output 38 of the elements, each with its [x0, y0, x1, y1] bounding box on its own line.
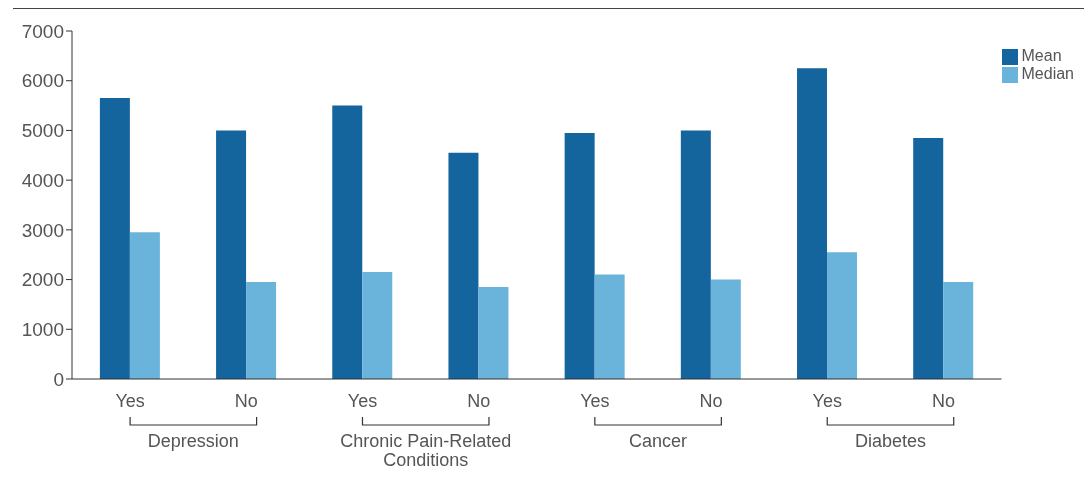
bar — [246, 282, 277, 379]
bar — [827, 252, 858, 379]
y-tick-label: 7000 — [21, 20, 64, 42]
x-tick-label: No — [234, 391, 258, 411]
bar — [594, 274, 625, 379]
x-tick-label: Yes — [812, 391, 842, 411]
bar — [332, 105, 363, 379]
x-tick-label: No — [467, 391, 491, 411]
y-tick-label: 6000 — [21, 70, 64, 92]
x-tick-label: No — [699, 391, 723, 411]
bar — [913, 137, 944, 379]
text: Diabetes — [854, 431, 926, 451]
text: Chronic Pain-Related Conditions — [340, 431, 512, 470]
y-tick-label: 3000 — [21, 219, 64, 241]
legend-label: Mean — [1021, 47, 1062, 64]
bar — [448, 152, 479, 379]
y-tick-label: 0 — [53, 368, 64, 390]
bar — [943, 282, 974, 379]
y-tick-label: 4000 — [21, 169, 64, 191]
bar — [129, 232, 160, 379]
x-tick-label: Yes — [347, 391, 378, 411]
legend-label: Median — [1021, 65, 1074, 82]
text: Depression — [147, 431, 239, 451]
bar — [216, 130, 247, 379]
y-tick-label: 1000 — [21, 319, 64, 341]
bar — [680, 130, 711, 379]
bar — [478, 287, 509, 379]
y-tick-label: 2000 — [21, 269, 64, 291]
x-tick-label: Yes — [115, 391, 145, 411]
bar — [710, 279, 741, 379]
bar — [362, 272, 393, 379]
y-tick-label: 5000 — [21, 120, 64, 142]
bar — [99, 98, 130, 379]
x-tick-label: Yes — [580, 391, 610, 411]
text: Cancer — [629, 431, 688, 451]
x-tick-label: No — [931, 391, 955, 411]
bar — [564, 132, 595, 379]
bar — [797, 68, 828, 379]
